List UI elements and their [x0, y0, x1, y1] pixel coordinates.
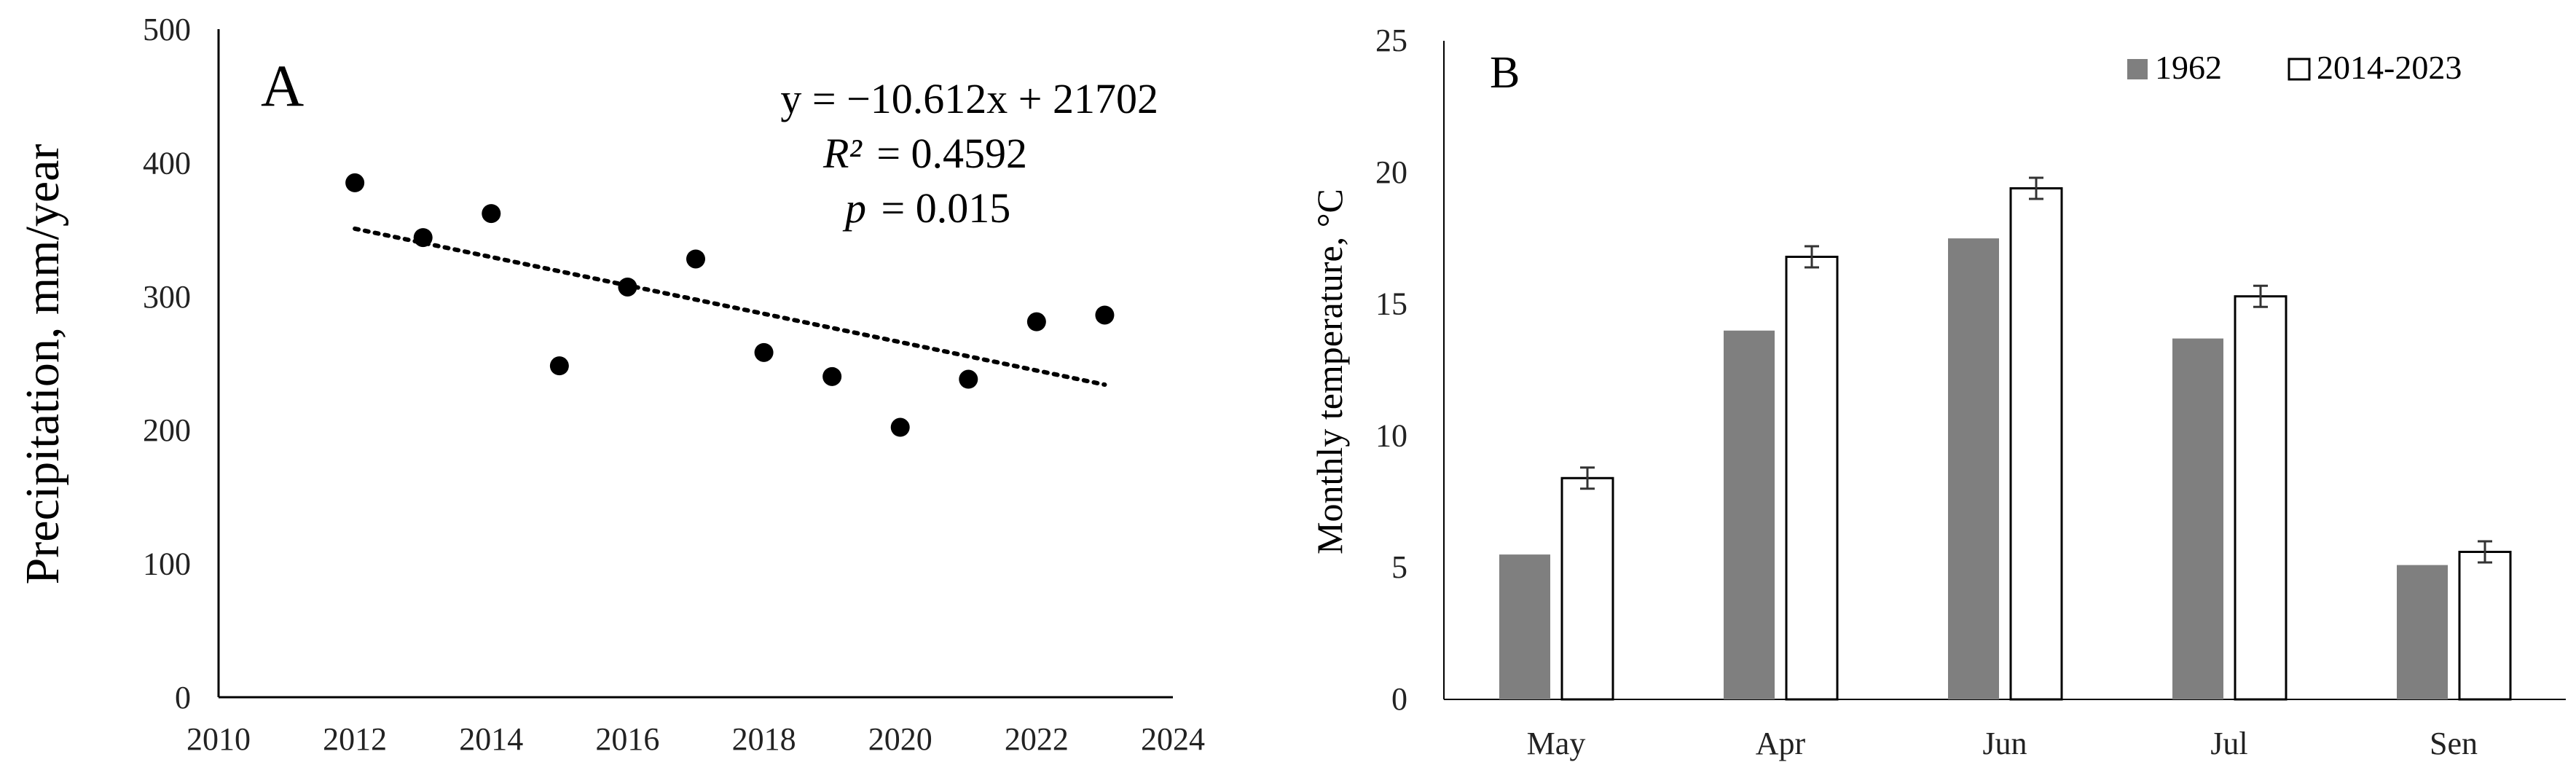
- panel-a-x-ticks: 2010 2012 2014 2016 2018 2020 2022 2024: [186, 721, 1205, 757]
- panel-a-data-point: [754, 342, 774, 362]
- panel-a-p: p = 0.015: [842, 184, 1010, 232]
- panel-b-category-label: Jun: [1982, 726, 2027, 761]
- panel-a-data-point: [686, 249, 705, 269]
- panel-a-x-tick-label: 2014: [459, 721, 523, 757]
- error-bar-Sen: [2478, 540, 2492, 564]
- panel-a-x-tick-label: 2012: [323, 721, 387, 757]
- panel-a-data-point: [345, 173, 365, 192]
- panel-b-y-tick-label: 20: [1375, 154, 1407, 190]
- panel-a-r2: R² = 0.4592: [822, 130, 1027, 177]
- panel-a-trendline: [353, 226, 1107, 387]
- panel-b-category-label: Jul: [2210, 726, 2247, 761]
- panel-a-data-point: [959, 369, 978, 389]
- bar-2014-2023-Sen: [2458, 551, 2512, 701]
- panel-a-p-label: p: [842, 184, 866, 232]
- error-bar-Jun: [2029, 176, 2043, 200]
- panel-a-data-point: [822, 366, 842, 386]
- panel-b-legend: 1962 2014-2023: [2127, 49, 2462, 86]
- panel-b-category-label: Apr: [1756, 726, 1806, 761]
- panel-a-y-tick-label: 300: [143, 279, 191, 315]
- panel-a-data-point: [549, 356, 569, 376]
- error-bar-Apr: [1805, 245, 1819, 269]
- panel-a-r2-label: R²: [822, 130, 863, 177]
- legend-label-1962: 1962: [2155, 49, 2222, 86]
- panel-a-x-tick-label: 2018: [732, 721, 796, 757]
- panel-a-y-ticks: 0 100 200 300 400 500: [143, 12, 191, 715]
- bar-2014-2023-May: [1560, 476, 1614, 701]
- panel-a-points: [345, 173, 1115, 437]
- panel-a: 0 100 200 300 400 500 2010 2012 2014 2016 2018 202…: [16, 12, 1205, 757]
- panel-b: 0 5 10 15 20 25 May Apr Jun Jul Sen B Monthly tem…: [1309, 23, 2566, 761]
- bar-1962-Apr: [1724, 330, 1775, 699]
- error-bar-May: [1580, 466, 1595, 490]
- panel-b-bars: [1499, 176, 2512, 701]
- panel-a-y-tick-label: 0: [175, 680, 191, 715]
- panel-a-y-tick-label: 500: [143, 12, 191, 47]
- panel-a-r2-value: = 0.4592: [876, 130, 1027, 177]
- bar-2014-2023-Jun: [2009, 187, 2063, 701]
- panel-a-data-point: [1095, 305, 1115, 325]
- panel-b-y-tick-label: 5: [1391, 549, 1407, 585]
- panel-b-y-label: Monthly temperature, °C: [1309, 189, 1350, 554]
- bar-1962-Jun: [1948, 238, 1999, 699]
- bar-1962-Jul: [2172, 338, 2223, 699]
- panel-a-x-tick-label: 2024: [1141, 721, 1205, 757]
- legend-swatch-2014-2023: [2288, 58, 2311, 81]
- panel-b-y-tick-label: 15: [1375, 286, 1407, 322]
- panel-a-y-tick-label: 100: [143, 546, 191, 582]
- panel-b-y-ticks: 0 5 10 15 20 25: [1375, 23, 1407, 717]
- panel-b-category-labels: May Apr Jun Jul Sen: [1527, 726, 2478, 761]
- bar-2014-2023-Apr: [1785, 256, 1839, 701]
- panel-b-y-tick-label: 25: [1375, 23, 1407, 58]
- legend-label-2014-2023: 2014-2023: [2317, 49, 2462, 86]
- panel-a-x-tick-label: 2010: [186, 721, 251, 757]
- panel-a-x-tick-label: 2020: [868, 721, 932, 757]
- panel-a-data-point: [890, 417, 910, 437]
- panel-a-data-point: [482, 204, 501, 224]
- panel-b-y-tick-label: 0: [1391, 681, 1407, 717]
- panel-a-data-point: [1026, 312, 1046, 331]
- panel-a-x-tick-label: 2022: [1005, 721, 1069, 757]
- panel-a-y-tick-label: 200: [143, 412, 191, 448]
- panel-b-label: B: [1490, 48, 1520, 98]
- legend-swatch-1962: [2127, 59, 2148, 79]
- panel-a-p-value: = 0.015: [881, 184, 1011, 232]
- panel-a-x-tick-label: 2016: [595, 721, 659, 757]
- panel-a-data-point: [413, 228, 433, 248]
- panel-b-category-label: May: [1527, 726, 1586, 761]
- panel-a-data-point: [618, 277, 637, 297]
- panel-a-y-label: Precipitation, mm/year: [16, 144, 69, 585]
- panel-a-label: A: [261, 52, 304, 119]
- panel-a-equation: y = −10.612x + 21702: [780, 75, 1158, 122]
- bar-1962-Sen: [2397, 565, 2448, 699]
- panel-a-y-tick-label: 400: [143, 145, 191, 181]
- bar-2014-2023-Jul: [2234, 295, 2288, 701]
- panel-b-category-label: Sen: [2430, 726, 2478, 761]
- error-bar-Jul: [2253, 284, 2268, 308]
- bar-1962-May: [1499, 554, 1550, 699]
- panel-b-y-tick-label: 10: [1375, 417, 1407, 453]
